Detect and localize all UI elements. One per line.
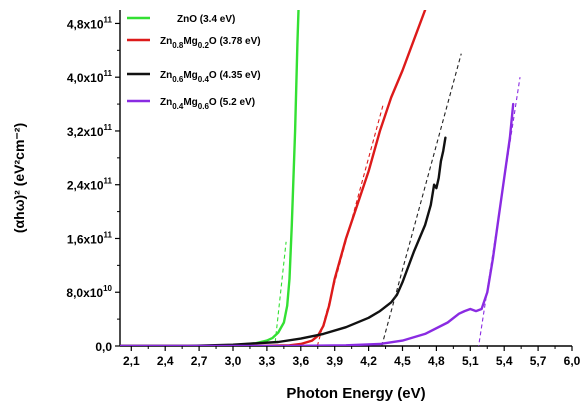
legend-label-part: 0.4 (198, 75, 210, 84)
y-tick-mantissa: 0,0 (95, 340, 112, 354)
y-tick-label: 0,0 (95, 340, 112, 354)
fit-line-2 (381, 53, 462, 346)
legend-label: Zn0.6Mg0.4O (4.35 eV) (160, 70, 261, 84)
fit-line-0 (274, 241, 287, 346)
fit-line-1 (316, 103, 384, 346)
y-tick-mantissa: 8,0x10 (66, 286, 103, 300)
legend-label-part: 0.2 (198, 41, 210, 50)
legend-label-part: Mg (183, 70, 197, 81)
y-tick-label: 1,6x1011 (67, 230, 113, 246)
y-tick-exponent: 11 (104, 15, 113, 24)
y-tick-mantissa: 4,8x10 (67, 17, 104, 31)
x-tick-label: 3,3 (259, 354, 276, 368)
series-line-0 (120, 10, 300, 346)
legend-label-part: 0.6 (172, 75, 184, 84)
y-tick-mantissa: 1,6x10 (67, 232, 104, 246)
legend-label-part: 0.6 (198, 102, 210, 111)
y-tick-mantissa: 4,0x10 (67, 71, 104, 85)
y-tick-exponent: 11 (104, 177, 113, 186)
legend-label-part: ZnO (3.4 eV) (177, 14, 235, 25)
y-tick-exponent: 11 (104, 230, 113, 239)
series-line-2 (120, 136, 447, 346)
x-tick-label: 6,0 (564, 354, 581, 368)
legend-label-part: O (5.2 eV) (209, 97, 255, 108)
y-tick-mantissa: 3,2x10 (67, 125, 104, 139)
x-tick-label: 5,1 (462, 354, 479, 368)
y-tick-exponent: 10 (103, 284, 112, 293)
plot-area (120, 10, 521, 346)
x-tick-label: 2,7 (191, 354, 208, 368)
x-tick-label: 2,4 (157, 354, 174, 368)
legend-label-part: Zn (160, 70, 172, 81)
legend-label-part: 0.8 (172, 41, 184, 50)
x-tick-label: 4,2 (360, 354, 377, 368)
x-tick-label: 4,5 (394, 354, 411, 368)
legend-label: Zn0.8Mg0.2O (3.78 eV) (160, 36, 261, 50)
fit-line-3 (478, 77, 521, 346)
legend-label: Zn0.4Mg0.6O (5.2 eV) (160, 97, 255, 111)
y-tick-label: 3,2x1011 (67, 123, 113, 139)
legend: ZnO (3.4 eV)Zn0.8Mg0.2O (3.78 eV)Zn0.6Mg… (127, 14, 261, 111)
legend-label-part: Zn (160, 36, 172, 47)
x-tick-label: 5,7 (530, 354, 547, 368)
y-tick-exponent: 11 (104, 69, 113, 78)
legend-label: ZnO (3.4 eV) (177, 14, 235, 25)
legend-label-part: 0.4 (172, 102, 184, 111)
series-line-1 (120, 10, 427, 346)
y-tick-mantissa: 2,4x10 (67, 179, 104, 193)
y-tick-label: 4,8x1011 (67, 15, 113, 31)
legend-label-part: Mg (183, 97, 197, 108)
legend-label-part: Mg (183, 36, 197, 47)
x-tick-label: 2,1 (123, 354, 140, 368)
x-tick-label: 3,0 (225, 354, 242, 368)
y-tick-label: 2,4x1011 (67, 177, 113, 193)
x-tick-label: 5,4 (496, 354, 513, 368)
legend-label-part: O (4.35 eV) (209, 70, 261, 81)
series-line-3 (120, 102, 515, 346)
x-axis-title: Photon Energy (eV) (286, 385, 425, 402)
x-tick-label: 3,9 (326, 354, 343, 368)
legend-label-part: Zn (160, 97, 172, 108)
y-tick-exponent: 11 (104, 123, 113, 132)
legend-label-part: O (3.78 eV) (209, 36, 261, 47)
y-axis-title: (αhω)² (eV²cm⁻²) (11, 123, 27, 233)
x-tick-label: 3,6 (292, 354, 309, 368)
y-tick-label: 8,0x1010 (66, 284, 112, 300)
x-tick-label: 4,8 (428, 354, 445, 368)
y-tick-label: 4,0x1011 (67, 69, 113, 85)
